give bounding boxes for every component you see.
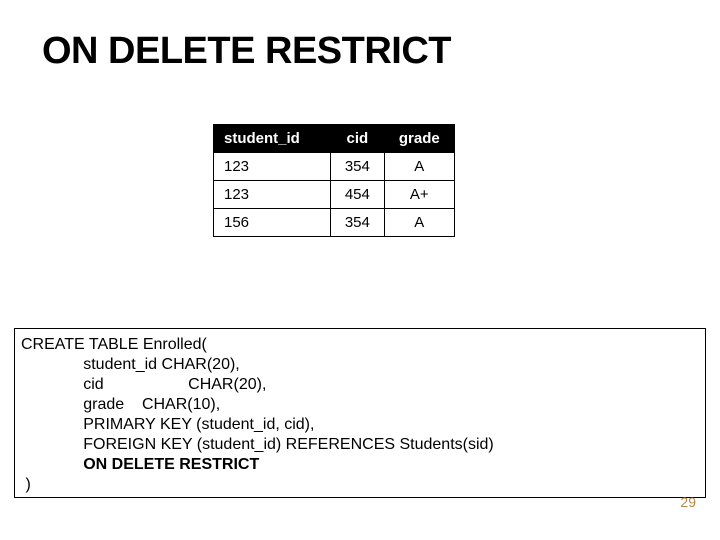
cell: 123 — [214, 153, 331, 181]
table-row: 156 354 A — [214, 209, 455, 237]
col-grade: grade — [384, 125, 454, 153]
code-line: grade CHAR(10), — [21, 396, 220, 413]
table-row: 123 354 A — [214, 153, 455, 181]
code-line: ) — [21, 476, 31, 493]
cell: A — [384, 153, 454, 181]
cell: 354 — [330, 209, 384, 237]
enrolled-table: student_id cid grade 123 354 A 123 454 A… — [213, 124, 455, 237]
cell: 454 — [330, 181, 384, 209]
code-line: cid CHAR(20), — [21, 376, 266, 393]
table-row: 123 454 A+ — [214, 181, 455, 209]
cell: 123 — [214, 181, 331, 209]
code-line: PRIMARY KEY (student_id, cid), — [21, 416, 314, 433]
col-cid: cid — [330, 125, 384, 153]
cell: 354 — [330, 153, 384, 181]
col-student-id: student_id — [214, 125, 331, 153]
table-header-row: student_id cid grade — [214, 125, 455, 153]
cell: A — [384, 209, 454, 237]
slide-title: ON DELETE RESTRICT — [42, 30, 451, 73]
sql-code-block: CREATE TABLE Enrolled( student_id CHAR(2… — [14, 328, 706, 498]
page-number: 29 — [680, 494, 696, 510]
code-line-bold: ON DELETE RESTRICT — [21, 456, 259, 473]
cell: A+ — [384, 181, 454, 209]
code-line: FOREIGN KEY (student_id) REFERENCES Stud… — [21, 436, 494, 453]
cell: 156 — [214, 209, 331, 237]
code-line: student_id CHAR(20), — [21, 356, 240, 373]
code-line: CREATE TABLE Enrolled( — [21, 336, 207, 353]
